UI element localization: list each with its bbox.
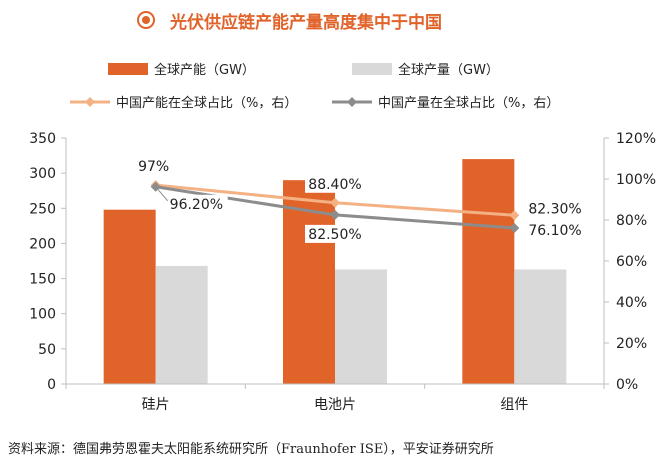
legend-swatch-capacity [108, 63, 148, 75]
left-tick-label: 0 [47, 377, 56, 393]
source-note: 资料来源：德国弗劳恩霍夫太阳能系统研究所（Fraunhofer ISE），平安证… [8, 442, 494, 457]
legend-row-bars: 全球产能（GW） 全球产量（GW） [108, 59, 668, 79]
point-label-bg [526, 220, 587, 239]
point-labels: 97% 88.40% 82.30% 96.20% 82.50% 76.10% [123, 157, 587, 243]
production-share-label: 76.10% [528, 223, 581, 239]
production-bar [335, 269, 387, 384]
point-label-bg [305, 224, 365, 243]
production-share-label: 96.20% [170, 197, 223, 213]
capacity-share-point [509, 210, 520, 221]
legend-swatch-capacity-share [70, 97, 110, 107]
legend-swatch-production [352, 63, 392, 75]
production-share-point [509, 222, 520, 233]
x-tick-label: 组件 [500, 397, 528, 413]
left-tick-label: 50 [38, 342, 56, 358]
bars [103, 159, 567, 384]
x-tick-label: 电池片 [314, 397, 356, 413]
label-leader-line [155, 186, 169, 202]
capacity-share-point [330, 197, 340, 208]
production-share-label: 82.50% [308, 227, 361, 243]
title-row: 光伏供应链产能产量高度集中于中国 [0, 8, 668, 36]
point-label-bg [167, 194, 228, 213]
point-label-bg [526, 199, 587, 218]
production-bar [155, 265, 208, 384]
right-tick-label: 100% [616, 172, 656, 188]
production-share-point [330, 209, 340, 220]
point-label-bg [123, 157, 184, 176]
right-tick-label: 60% [616, 254, 647, 270]
legend-label-capacity-share: 中国产能在全球占比（%，右） [116, 96, 298, 111]
right-tick-label: 40% [616, 295, 647, 311]
production-bar [514, 269, 567, 384]
capacity-share-label: 97% [138, 159, 169, 175]
right-tick-label: 80% [616, 213, 647, 229]
right-tick-label: 120% [616, 131, 656, 147]
right-tick-label: 20% [616, 336, 647, 352]
right-axis: 0% 20% 40% 60% 80% 100% 120% [603, 131, 656, 393]
point-label-bg [305, 174, 365, 193]
capacity-share-label: 82.30% [528, 201, 581, 217]
x-tick-label: 硅片 [142, 397, 170, 413]
legend-row-lines: 中国产能在全球占比（%，右） 中国产量在全球占比（%，右） [70, 92, 668, 112]
x-axis-labels: 硅片 电池片 组件 [65, 383, 605, 413]
left-tick-label: 250 [29, 201, 56, 217]
left-tick-label: 350 [29, 131, 56, 147]
legend-label-production-share: 中国产量在全球占比（%，右） [378, 96, 560, 111]
left-tick-label: 300 [29, 166, 56, 182]
left-tick-label: 200 [29, 236, 56, 252]
capacity-bar [103, 209, 156, 384]
legend-label-production: 全球产量（GW） [398, 63, 499, 78]
left-tick-label: 100 [29, 307, 56, 323]
bullet-circle-icon [137, 11, 155, 29]
legend-swatch-production-share [332, 97, 372, 107]
capacity-bar [462, 159, 515, 384]
chart-title: 光伏供应链产能产量高度集中于中国 [170, 13, 442, 33]
right-tick-label: 0% [616, 377, 638, 393]
capacity-share-label: 88.40% [308, 177, 361, 193]
left-tick-label: 150 [29, 272, 56, 288]
left-axis: 0 50 100 150 200 250 300 350 [29, 131, 67, 393]
legend-label-capacity: 全球产能（GW） [154, 63, 255, 78]
